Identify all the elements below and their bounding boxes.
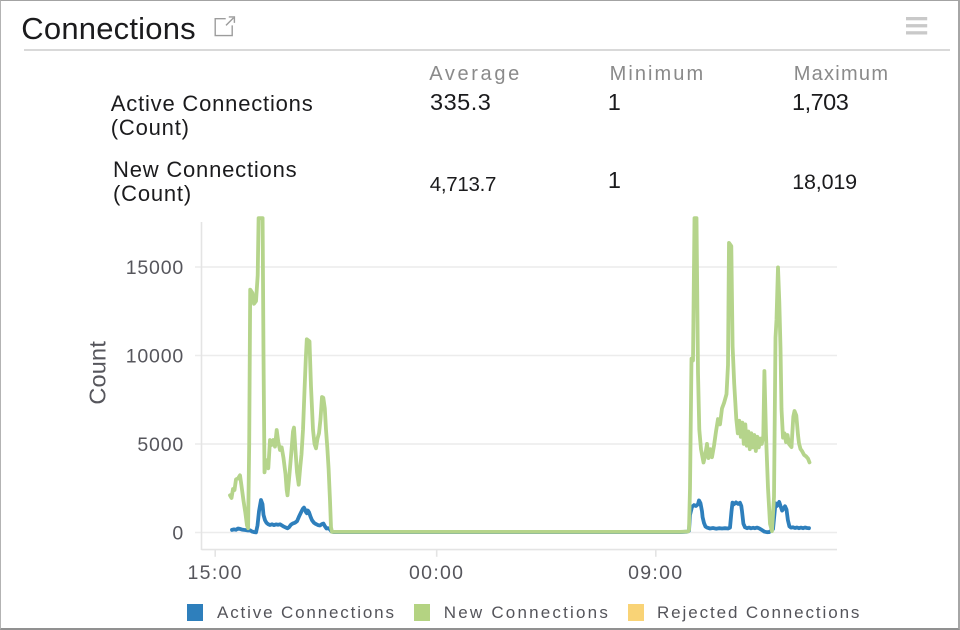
svg-text:5000: 5000 (137, 434, 184, 456)
svg-text:15000: 15000 (126, 257, 184, 279)
svg-text:Count: Count (85, 341, 111, 405)
svg-text:0: 0 (172, 523, 184, 545)
svg-text:15:00: 15:00 (188, 562, 243, 584)
svg-text:10000: 10000 (126, 346, 184, 368)
svg-text:00:00: 00:00 (409, 562, 464, 584)
svg-text:09:00: 09:00 (628, 562, 683, 584)
